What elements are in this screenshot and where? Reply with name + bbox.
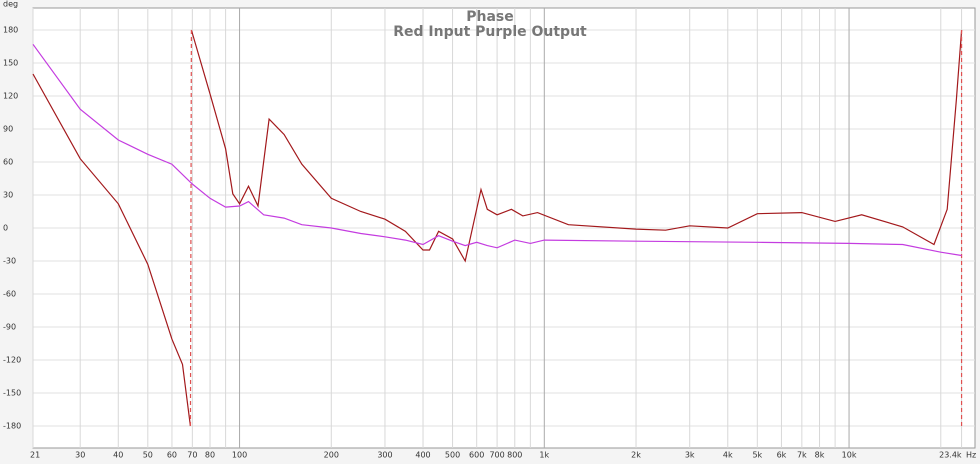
x-tick-label: 7k	[797, 451, 807, 460]
y-axis-label: deg	[3, 0, 18, 9]
y-tick-label: 30	[3, 191, 13, 200]
x-tick-label: 400	[415, 451, 430, 460]
series-line	[32, 43, 962, 257]
x-tick-label: 23.4k	[939, 451, 962, 460]
x-tick-label: 5k	[752, 451, 762, 460]
x-tick-label: 8k	[815, 451, 825, 460]
x-tick-label: 200	[324, 451, 339, 460]
x-tick-label: 500	[445, 451, 460, 460]
y-tick-label: 120	[3, 92, 18, 101]
y-tick-label: 60	[3, 158, 13, 167]
x-tick-label: 600	[469, 451, 484, 460]
y-tick-label: 90	[3, 125, 13, 134]
y-tick-label: -30	[3, 257, 16, 266]
y-tick-label: -120	[3, 356, 21, 365]
chart-title: Phase	[466, 9, 514, 25]
x-tick-label: 1k	[539, 451, 549, 460]
x-tick-label: 21	[30, 451, 40, 460]
y-tick-label: 150	[3, 59, 18, 68]
x-tick-label: 3k	[685, 451, 695, 460]
x-tick-label: 2k	[631, 451, 641, 460]
x-tick-label: 4k	[723, 451, 733, 460]
y-tick-label: -150	[3, 389, 21, 398]
chart-subtitle: Red Input Purple Output	[393, 24, 587, 40]
wrap-line	[189, 29, 192, 427]
x-tick-label: 10k	[842, 451, 857, 460]
y-tick-label: 0	[3, 224, 8, 233]
x-tick-label: 70	[187, 451, 197, 460]
x-tick-label: 100	[232, 451, 247, 460]
x-axis-label: Hz	[966, 451, 976, 460]
x-tick-label: 6k	[777, 451, 787, 460]
series-line	[190, 29, 963, 263]
x-tick-label: 700	[489, 451, 504, 460]
y-tick-label: 180	[3, 26, 18, 35]
x-tick-label: 30	[75, 451, 85, 460]
y-tick-label: -60	[3, 290, 16, 299]
series-line	[32, 73, 191, 427]
x-tick-label: 60	[167, 451, 177, 460]
x-tick-label: 300	[377, 451, 392, 460]
x-tick-label: 50	[143, 451, 153, 460]
x-tick-label: 40	[113, 451, 123, 460]
y-tick-label: -180	[3, 422, 21, 431]
marks	[32, 29, 963, 427]
y-tick-label: -90	[3, 323, 16, 332]
x-tick-label: 80	[205, 451, 215, 460]
x-tick-label: 800	[507, 451, 522, 460]
